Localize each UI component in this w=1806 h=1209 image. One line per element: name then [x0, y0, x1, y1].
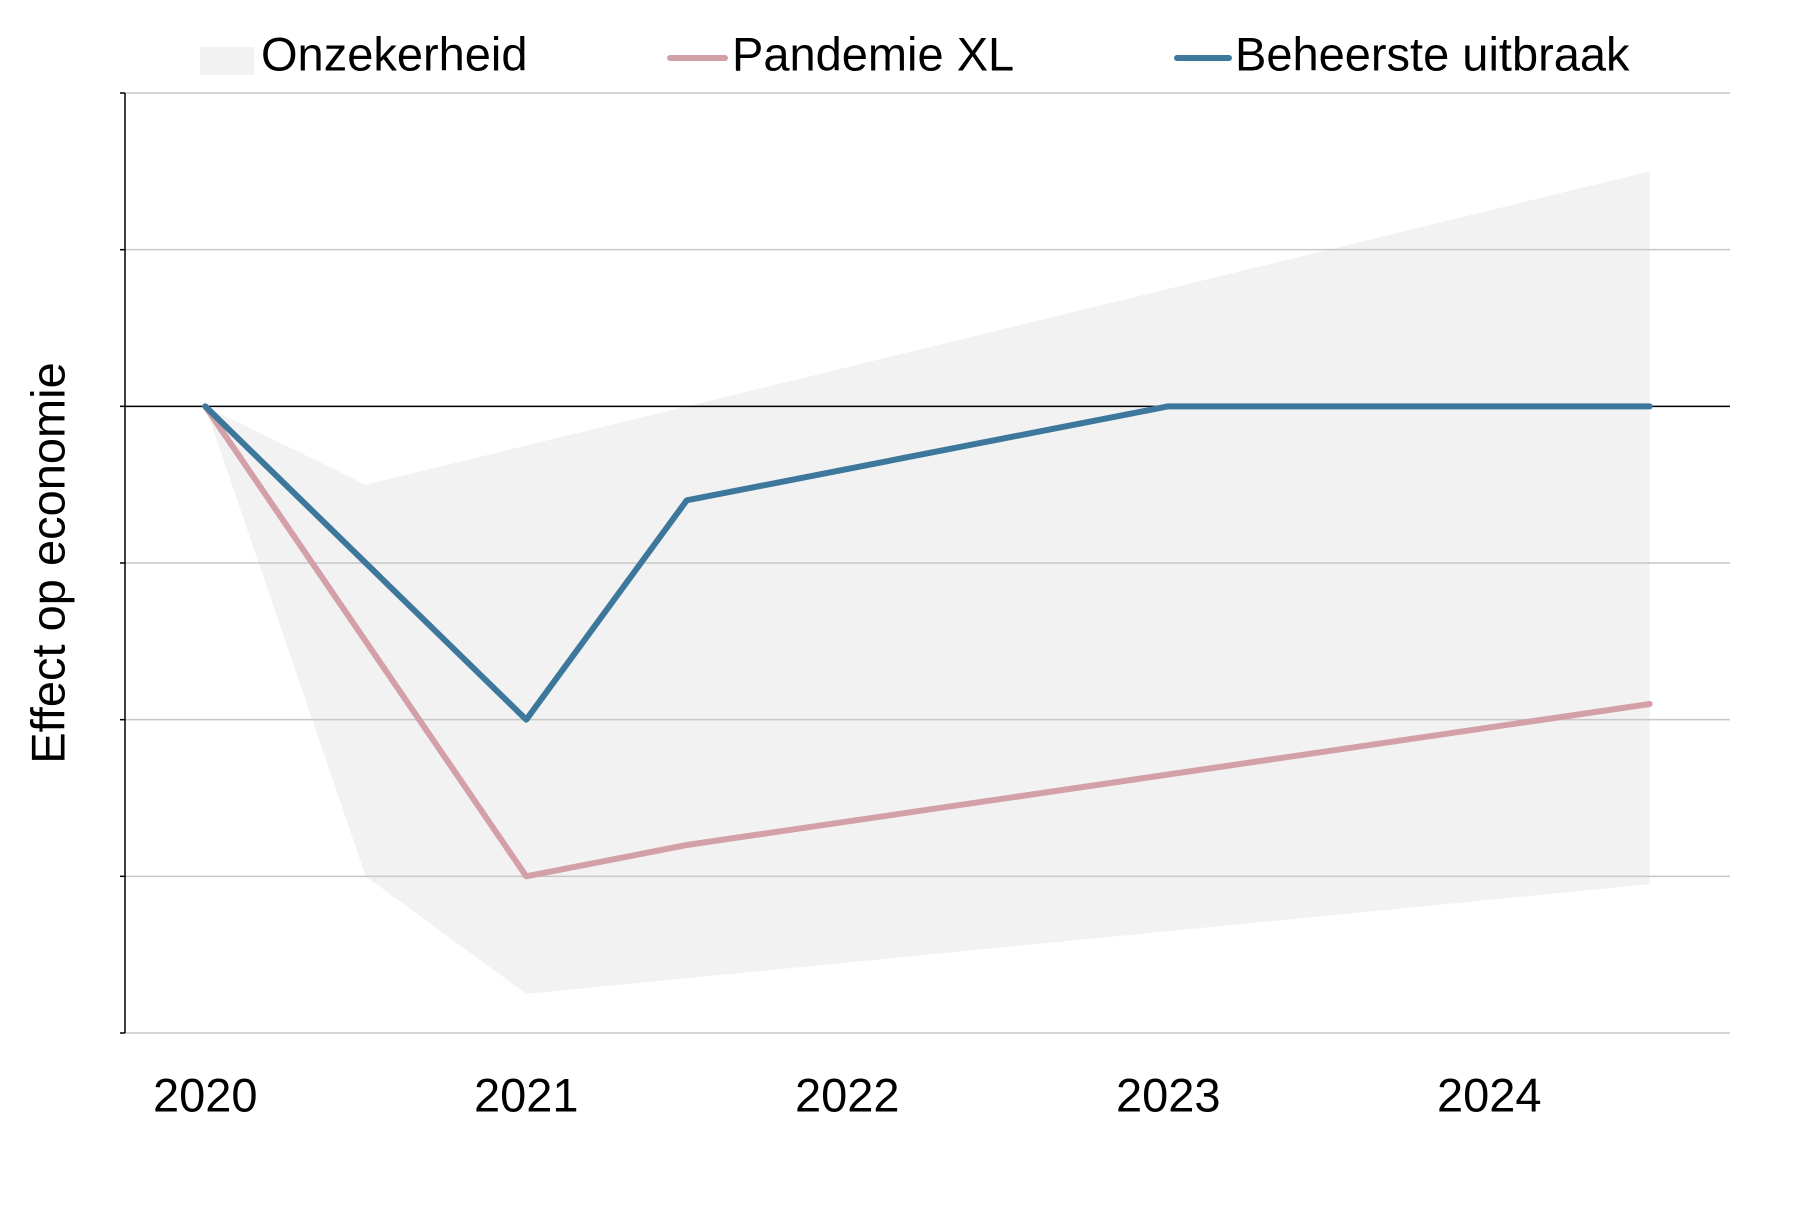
x-tick-label: 2024	[1437, 1068, 1542, 1121]
x-tick-label: 2022	[795, 1068, 900, 1121]
legend-label: Beheerste uitbraak	[1235, 27, 1630, 80]
uncertainty-band	[205, 171, 1650, 994]
x-tick-label: 2021	[474, 1068, 579, 1121]
legend-swatch-band	[200, 47, 254, 75]
legend-label: Pandemie XL	[732, 27, 1014, 80]
series-line	[202, 403, 1653, 880]
y-axis-label: Effect op economie	[21, 362, 74, 764]
series-line	[202, 403, 1653, 723]
legend-label: Onzekerheid	[261, 27, 528, 80]
x-tick-label: 2020	[153, 1068, 258, 1121]
x-tick-label: 2023	[1116, 1068, 1221, 1121]
